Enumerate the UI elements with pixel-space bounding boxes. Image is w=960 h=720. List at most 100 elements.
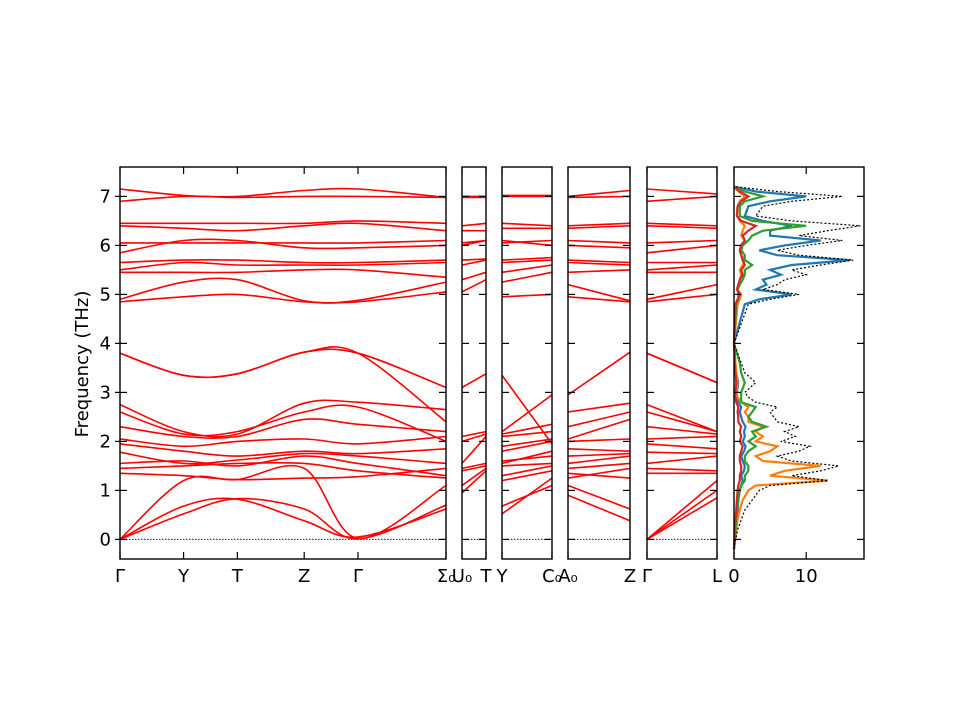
band-line-23 xyxy=(567,189,631,198)
band-line-14 xyxy=(501,271,553,283)
y-axis-label: Frequency (THz) xyxy=(72,291,93,438)
dos-panel: 0 10 xyxy=(728,166,865,587)
band-line-4 xyxy=(567,462,631,470)
band-line-10 xyxy=(567,411,631,428)
band-line-20 xyxy=(120,239,447,244)
band-line-13 xyxy=(119,348,447,389)
band-line-20 xyxy=(646,239,718,244)
band-line-18 xyxy=(567,244,631,249)
dos-total-line xyxy=(733,186,861,550)
band-line-5 xyxy=(646,455,718,465)
band-line-11 xyxy=(567,402,631,413)
panel-frame xyxy=(567,166,631,560)
band-line-11 xyxy=(501,394,553,433)
dos-partial-line-2 xyxy=(732,185,807,550)
band-line-3 xyxy=(119,467,447,481)
band-line-20 xyxy=(567,225,631,230)
dos-partial-line-3 xyxy=(732,185,759,550)
panel-frame xyxy=(501,166,553,560)
band-line-15 xyxy=(567,269,631,274)
band-line-18 xyxy=(119,259,447,264)
band-line-8 xyxy=(119,435,447,448)
band-line-22 xyxy=(646,222,718,227)
band-line-9 xyxy=(461,271,487,281)
band-line-19 xyxy=(646,244,718,254)
band-line-1 xyxy=(567,484,631,510)
x-tick-label: C₀ xyxy=(542,566,562,587)
band-line-16 xyxy=(501,259,553,264)
band-line-17 xyxy=(567,259,631,264)
x-tick-label: Z xyxy=(624,566,636,587)
band-line-15 xyxy=(119,277,447,304)
y-tick-label: 2 xyxy=(100,431,111,452)
band-line-24 xyxy=(646,188,718,195)
dos-x-tick-label: 0 xyxy=(728,566,739,587)
y-tick-label: 3 xyxy=(100,382,111,403)
band-line-9 xyxy=(119,418,447,439)
panel-frame xyxy=(646,166,718,560)
band-line-7 xyxy=(567,448,631,452)
band-line-7 xyxy=(646,443,718,450)
band-line-13 xyxy=(567,296,631,303)
band-line-4 xyxy=(646,467,718,472)
band-line-9 xyxy=(567,418,631,440)
band-line-16 xyxy=(120,268,447,279)
dos-frame xyxy=(733,166,865,560)
band-line-17 xyxy=(501,256,553,261)
band-line-3 xyxy=(501,465,553,477)
band-line-17 xyxy=(119,261,447,271)
band-line-3 xyxy=(567,472,631,479)
band-line-5 xyxy=(501,455,553,462)
band-line-9 xyxy=(646,425,718,435)
band-line-21 xyxy=(501,222,553,227)
band-line-12 xyxy=(567,351,631,396)
band-line-19 xyxy=(567,239,631,244)
band-line-22 xyxy=(567,195,631,199)
band-line-15 xyxy=(646,283,718,301)
band-line-14 xyxy=(567,283,631,302)
band-line-14 xyxy=(119,291,447,304)
band-line-0 xyxy=(461,470,487,494)
band-line-1 xyxy=(119,497,447,541)
dos-x-tick-label: 10 xyxy=(795,566,818,587)
dos-partial-line-0 xyxy=(732,185,850,550)
x-tick-label: Γ xyxy=(642,566,652,587)
band-line-6 xyxy=(646,451,718,455)
band-line-6 xyxy=(501,450,553,465)
band-line-19 xyxy=(501,239,553,244)
x-tick-label: T xyxy=(231,566,244,587)
band-panel-2: Y C₀ xyxy=(496,166,562,587)
band-line-6 xyxy=(119,451,447,465)
y-tick-label: 6 xyxy=(100,235,111,256)
band-line-7 xyxy=(461,373,487,389)
band-line-15 xyxy=(501,264,553,274)
band-line-22 xyxy=(119,220,447,225)
band-line-4 xyxy=(501,462,553,467)
band-line-2 xyxy=(119,464,447,540)
band-panel-3: A₀ Z xyxy=(558,166,636,587)
band-line-0 xyxy=(119,497,447,541)
band-line-11 xyxy=(461,258,487,261)
x-tick-label: Y xyxy=(496,566,509,587)
band-line-4 xyxy=(461,435,487,464)
band-panel-1: U₀ T xyxy=(452,166,493,587)
band-line-1 xyxy=(646,489,718,541)
y-tick-label: 1 xyxy=(100,480,111,501)
band-line-13 xyxy=(461,239,487,244)
y-tick-label: 0 xyxy=(100,529,111,550)
band-line-1 xyxy=(501,477,553,515)
band-line-2 xyxy=(646,479,718,541)
band-line-11 xyxy=(646,403,718,433)
band-line-3 xyxy=(461,462,487,470)
band-line-2 xyxy=(501,470,553,482)
band-line-2 xyxy=(461,465,487,472)
band-line-23 xyxy=(119,195,447,203)
band-line-21 xyxy=(119,222,447,232)
band-line-12 xyxy=(501,374,553,445)
x-tick-label: A₀ xyxy=(558,566,578,587)
band-line-16 xyxy=(567,261,631,266)
band-line-10 xyxy=(461,259,487,266)
band-line-8 xyxy=(646,435,718,440)
band-line-8 xyxy=(461,278,487,293)
